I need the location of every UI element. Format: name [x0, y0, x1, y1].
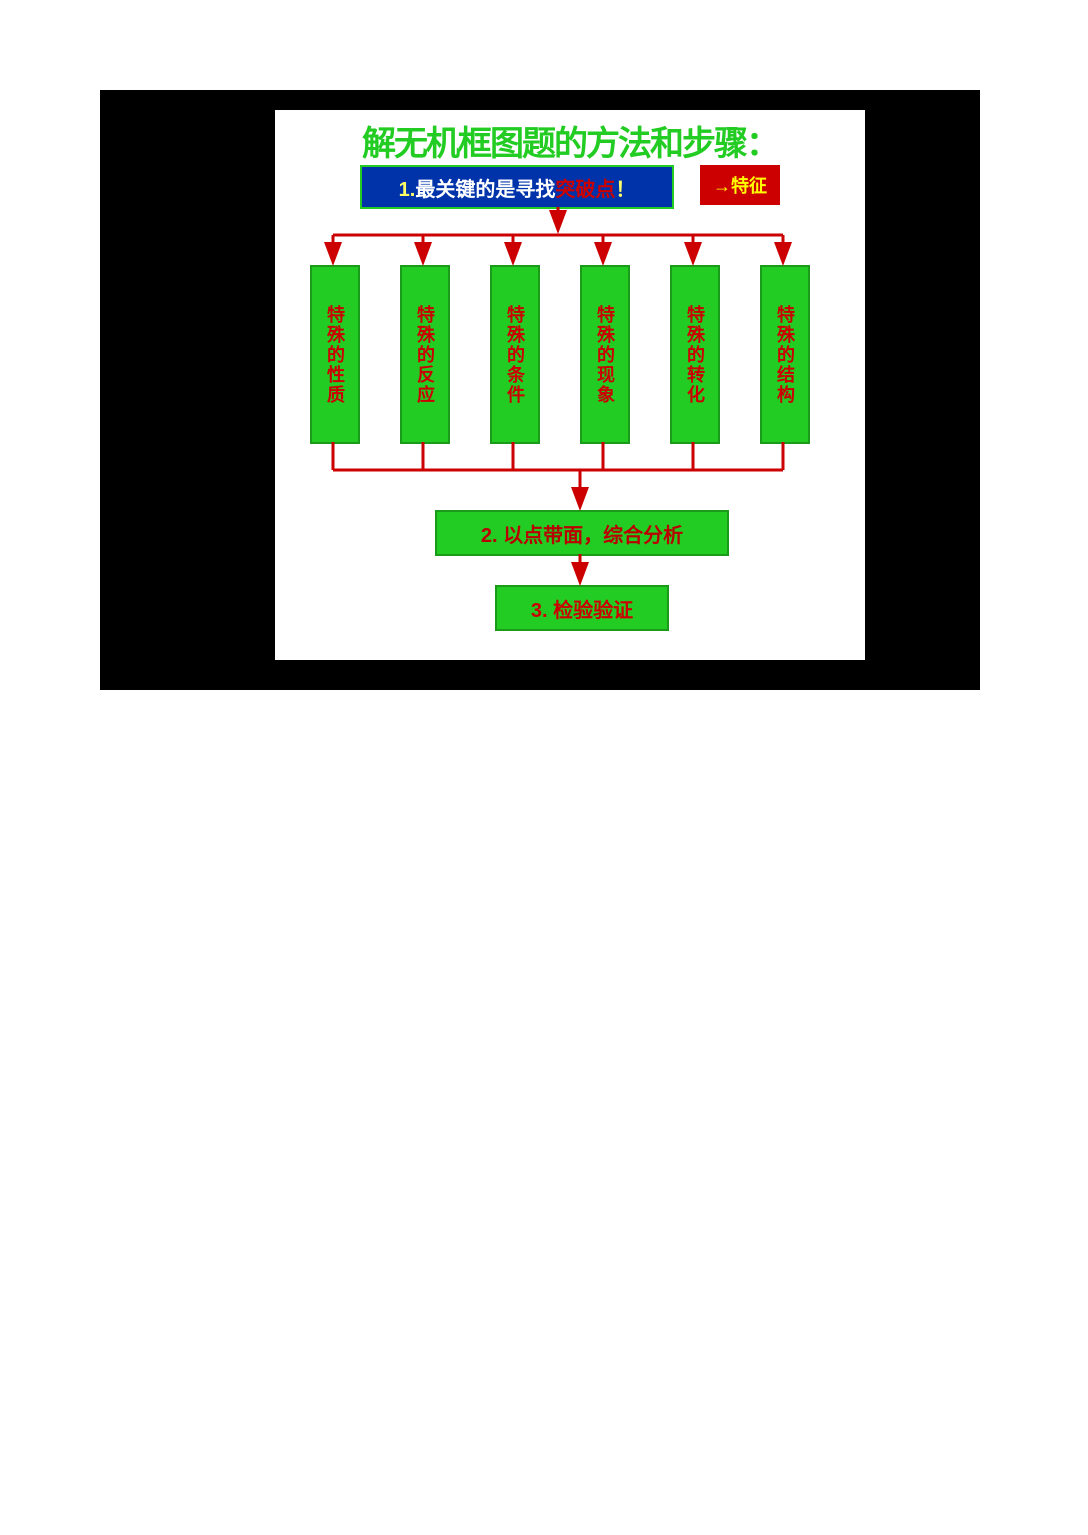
step1-key: 突破点 — [555, 179, 615, 201]
branch-box-5: 特殊的转化 — [670, 265, 720, 444]
branch-box-2: 特殊的反应 — [400, 265, 450, 444]
step1-bang: ！ — [615, 179, 635, 201]
branch-box-1: 特殊的性质 — [310, 265, 360, 444]
step1-num: 1. — [399, 179, 416, 201]
slide-frame: 解无机框图题的方法和步骤： 1.最关键的是寻找突破点！ →特征 特殊的性质 特殊… — [100, 90, 980, 690]
branch-box-4: 特殊的现象 — [580, 265, 630, 444]
step3-box: 3. 检验验证 — [495, 585, 669, 631]
diagram-title: 解无机框图题的方法和步骤： — [275, 116, 865, 165]
feature-tag: →特征 — [700, 165, 780, 205]
page: 解无机框图题的方法和步骤： 1.最关键的是寻找突破点！ →特征 特殊的性质 特殊… — [0, 0, 1088, 1535]
diagram-panel: 解无机框图题的方法和步骤： 1.最关键的是寻找突破点！ →特征 特殊的性质 特殊… — [275, 110, 865, 660]
branch-box-3: 特殊的条件 — [490, 265, 540, 444]
branch-box-6: 特殊的结构 — [760, 265, 810, 444]
step1-text: 最关键的是寻找 — [415, 179, 555, 201]
step1-box: 1.最关键的是寻找突破点！ — [360, 165, 674, 209]
step2-box: 2. 以点带面，综合分析 — [435, 510, 729, 556]
